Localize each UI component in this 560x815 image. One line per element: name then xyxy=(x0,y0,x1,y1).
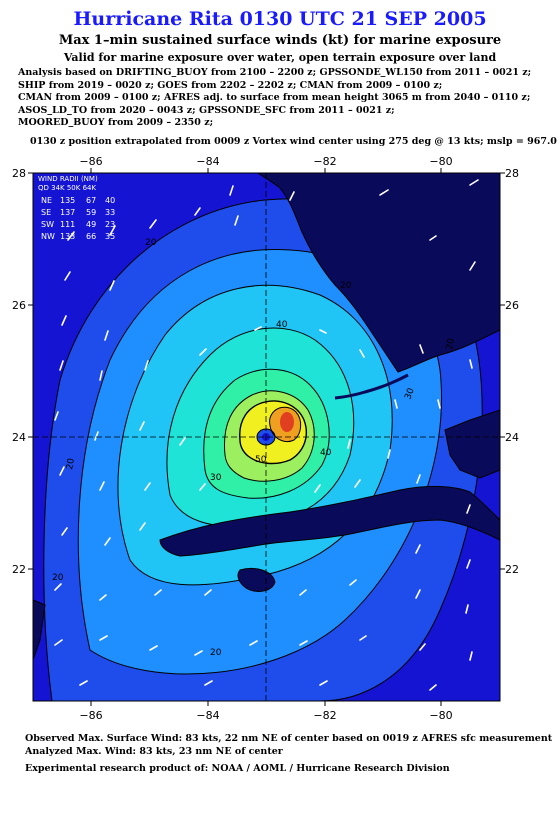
y-tick-label: 26 xyxy=(12,299,26,312)
contour-label: 20 xyxy=(340,281,352,291)
wind-radii-64k: 35 xyxy=(105,232,115,241)
wind-radii-qd: SW xyxy=(41,220,54,229)
analyzed-max-wind: Analyzed Max. Wind: 83 kts, 23 nm NE of … xyxy=(25,746,283,757)
wind-radii-64k: 33 xyxy=(105,208,115,217)
page-subtitle: Max 1–min sustained surface winds (kt) f… xyxy=(58,33,502,48)
y-tick-label: 28 xyxy=(505,167,519,180)
wind-radii-title: WIND RADII (NM) xyxy=(38,175,98,183)
wind-radii-qd: SE xyxy=(41,208,51,217)
contour-label: 50 xyxy=(255,455,267,465)
wind-radii-50k: 66 xyxy=(86,232,96,241)
band-peak xyxy=(280,412,294,432)
wind-radii-64k: 40 xyxy=(105,196,115,205)
position-note: 0130 z position extrapolated from 0009 z… xyxy=(30,136,560,147)
x-tick-label: −86 xyxy=(79,155,102,168)
y-tick-label: 26 xyxy=(505,299,519,312)
crosshair xyxy=(33,173,500,701)
contour-label: 30 xyxy=(403,387,416,401)
credit-line: Experimental research product of: NOAA /… xyxy=(25,763,450,774)
wind-radii-34k: 133 xyxy=(60,232,75,241)
contour-label: 20 xyxy=(145,238,157,248)
x-tick-label: −82 xyxy=(313,709,336,720)
page-title: Hurricane Rita 0130 UTC 21 SEP 2005 xyxy=(73,8,487,30)
wind-radii-50k: 67 xyxy=(86,196,96,205)
validity-note: Valid for marine exposure over water, op… xyxy=(63,51,497,64)
contour-label: 30 xyxy=(210,473,222,483)
y-tick-label: 22 xyxy=(12,563,26,576)
wind-radii-qd: NE xyxy=(41,196,52,205)
analysis-line: Analysis based on DRIFTING_BUOY from 210… xyxy=(18,67,532,78)
y-tick-label: 24 xyxy=(505,431,519,444)
y-tick-label: 28 xyxy=(12,167,26,180)
x-tick-label: −80 xyxy=(429,709,452,720)
wind-radii-header: QD 34K 50K 64K xyxy=(38,184,96,192)
contour-label: 20 xyxy=(52,573,64,583)
analysis-sources: Analysis based on DRIFTING_BUOY from 210… xyxy=(18,67,558,130)
florida-keys xyxy=(334,373,409,400)
wind-radii-qd: NW xyxy=(41,232,55,241)
wind-radii-34k: 135 xyxy=(60,196,75,205)
wind-radii-64k: 23 xyxy=(105,220,115,229)
x-axis: −86 −84 −82 −80 −86 −84 −82 −80 xyxy=(79,155,452,720)
wind-field: 20 20 20 20 20 30 30 40 40 50 20 xyxy=(33,173,500,701)
wind-radii-table: WIND RADII (NM) QD 34K 50K 64K NE 135 67… xyxy=(38,175,115,241)
x-tick-label: −84 xyxy=(196,155,219,168)
x-tick-label: −80 xyxy=(429,155,452,168)
wind-barbs xyxy=(54,179,479,691)
y-tick-label: 22 xyxy=(505,563,519,576)
contour-label: 40 xyxy=(276,320,288,330)
x-tick-label: −86 xyxy=(79,709,102,720)
x-tick-label: −84 xyxy=(196,709,219,720)
analysis-line: CMAN from 2009 – 0100 z; AFRES adj. to s… xyxy=(18,92,531,104)
florida-peninsula xyxy=(257,173,500,373)
cuba xyxy=(159,485,500,557)
analysis-line: ASOS_LD_TO from 2020 – 0043 z; GPSSONDE_… xyxy=(18,104,395,116)
wind-radii-34k: 137 xyxy=(60,208,75,217)
contour-label: 20 xyxy=(445,337,457,350)
y-axis: 28 26 24 22 28 26 24 22 xyxy=(12,167,519,576)
contour-labels: 20 20 20 20 20 30 30 40 40 50 20 xyxy=(52,238,457,658)
y-tick-label: 24 xyxy=(12,431,26,444)
wind-map: 20 20 20 20 20 30 30 40 40 50 20 WIND RA… xyxy=(12,155,519,720)
wind-radii-34k: 111 xyxy=(60,220,75,229)
contour-label: 40 xyxy=(320,448,332,458)
wind-radii-50k: 59 xyxy=(86,208,96,217)
observed-max-wind: Observed Max. Surface Wind: 83 kts, 22 n… xyxy=(25,733,553,744)
contour-label: 20 xyxy=(210,648,222,658)
contour-label: 20 xyxy=(65,457,77,470)
analysis-line: SHIP from 2019 – 0020 z; GOES from 2202 … xyxy=(18,79,443,91)
bahamas xyxy=(444,409,500,479)
yucatan xyxy=(33,599,46,661)
x-tick-label: −82 xyxy=(313,155,336,168)
analysis-line: MOORED_BUOY from 2009 – 2350 z; xyxy=(18,117,214,129)
wind-radii-50k: 49 xyxy=(86,220,96,229)
